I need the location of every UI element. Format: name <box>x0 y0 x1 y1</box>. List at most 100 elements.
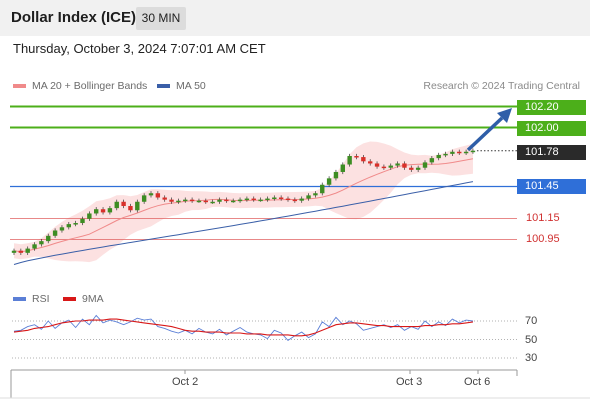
rsi-label: RSI <box>32 293 50 305</box>
candle-body <box>39 241 44 245</box>
candle-body <box>135 201 140 211</box>
candle <box>402 161 407 170</box>
candle-body <box>272 197 277 200</box>
candle-body <box>11 250 17 253</box>
candle <box>94 207 99 216</box>
candle-body <box>196 200 202 203</box>
level-label-s1: 101.15 <box>526 212 560 224</box>
level-label-r1: 102.00 <box>517 121 586 136</box>
candle <box>463 149 469 155</box>
candle-body <box>409 167 414 170</box>
candle-body <box>176 200 181 203</box>
candle <box>470 148 476 154</box>
ma50-line <box>13 181 474 265</box>
candle-body <box>231 200 236 203</box>
candle-body <box>347 156 352 165</box>
bollinger-band <box>14 141 473 263</box>
price-levels <box>10 105 517 240</box>
candle-body <box>18 250 24 253</box>
candle <box>292 197 298 203</box>
candle <box>422 160 428 170</box>
candle-body <box>189 199 195 202</box>
candle-body <box>87 213 92 219</box>
candle-body <box>429 158 435 163</box>
candle <box>18 248 24 255</box>
candle-body <box>402 163 407 168</box>
candle-body <box>292 199 298 202</box>
x-label-oct3: Oct 3 <box>396 376 423 388</box>
rsi-level-50: 50 <box>525 334 538 346</box>
candle-body <box>52 230 58 236</box>
candle <box>361 154 366 164</box>
candle <box>39 239 44 247</box>
candle-body <box>66 224 71 228</box>
candle-body <box>32 244 37 249</box>
candle <box>333 169 339 181</box>
rsi-ma-line <box>13 318 474 337</box>
timestamp: Thursday, October 3, 2024 7:07:01 AM CET <box>13 41 266 56</box>
candle-body <box>107 208 113 213</box>
candle <box>189 197 195 203</box>
candle-body <box>155 193 161 198</box>
candle-body <box>374 163 380 167</box>
candle <box>32 242 37 251</box>
candle <box>210 199 215 204</box>
candle <box>237 197 243 203</box>
candle <box>354 153 359 160</box>
candle-body <box>148 193 154 196</box>
timeframe-badge[interactable]: 30 MIN <box>136 7 186 30</box>
level-label-last: 101.78 <box>517 145 586 160</box>
candle-body <box>470 150 476 153</box>
candle <box>114 199 119 211</box>
candle <box>320 182 325 196</box>
candle <box>176 198 181 204</box>
candle <box>87 211 92 221</box>
candle-body <box>210 201 215 204</box>
candle <box>244 196 250 202</box>
candle <box>368 159 373 166</box>
candle-body <box>162 197 167 200</box>
candle-body <box>395 163 400 166</box>
candle-body <box>368 161 373 164</box>
candle <box>429 156 435 165</box>
arrow-head <box>497 108 512 123</box>
candle <box>11 248 17 255</box>
legend-ma50: MA 50 <box>157 80 206 92</box>
candle-body <box>457 151 462 154</box>
candle <box>224 197 229 203</box>
candle-body <box>299 198 304 201</box>
candle <box>162 195 167 202</box>
candle-body <box>265 198 270 201</box>
ma20-line <box>13 158 474 253</box>
candle-body <box>422 162 428 168</box>
candle <box>196 198 202 203</box>
candle <box>457 149 462 155</box>
level-label-s2: 100.95 <box>526 233 560 245</box>
candle <box>326 176 332 187</box>
candle <box>340 162 345 175</box>
candle <box>25 246 30 255</box>
candle-body <box>415 167 421 170</box>
candle <box>374 161 380 169</box>
moving-averages <box>13 158 474 265</box>
candle-body <box>320 184 325 194</box>
candle-body <box>258 199 263 202</box>
candle <box>388 163 393 170</box>
candle <box>66 221 71 230</box>
x-axis <box>0 369 590 399</box>
candle <box>265 196 270 202</box>
candle-body <box>333 171 339 179</box>
candle-body <box>169 199 174 202</box>
candle-body <box>381 166 387 169</box>
candle <box>272 195 277 201</box>
level-label-pivot: 101.45 <box>517 179 586 194</box>
rsi-swatch <box>13 297 26 302</box>
candle-body <box>278 197 284 200</box>
candle-body <box>436 154 441 159</box>
bollinger-area <box>14 141 473 263</box>
candle <box>203 198 208 204</box>
candle-body <box>114 201 119 209</box>
ma20-swatch <box>13 84 26 89</box>
candle <box>80 216 85 226</box>
